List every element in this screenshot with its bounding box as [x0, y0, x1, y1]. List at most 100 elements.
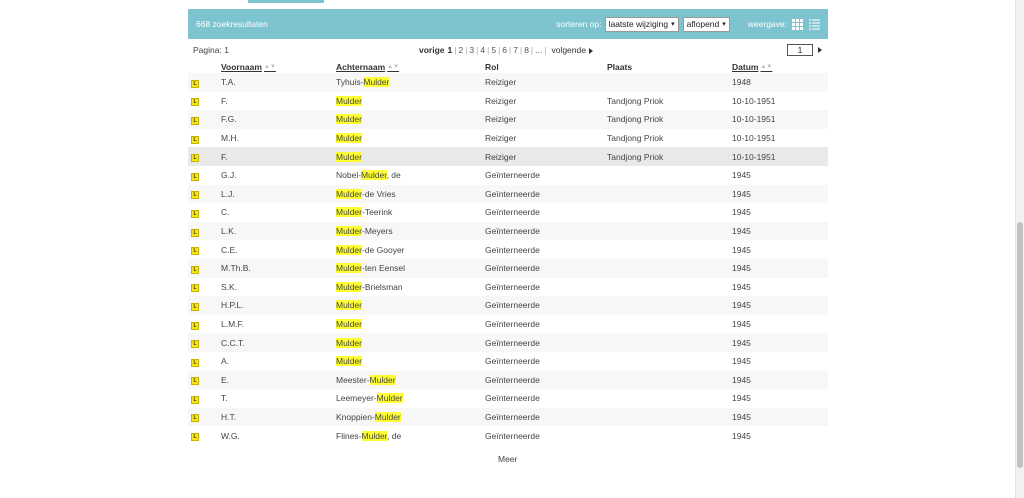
list-view-icon[interactable] [809, 18, 820, 30]
cell-achternaam[interactable]: Mulder-de Gooyer [336, 244, 405, 255]
table-row[interactable]: L F.G. Mulder Reiziger Tandjong Priok 10-10-1… [188, 110, 828, 129]
record-l-icon: L [191, 340, 199, 349]
search-highlight: Mulder [336, 226, 362, 237]
cell-achternaam[interactable]: Meester-Mulder [336, 374, 396, 385]
page-separator: | [498, 45, 501, 55]
page-link[interactable]: 7 [513, 45, 518, 55]
page-link[interactable]: 5 [491, 45, 497, 55]
more-button[interactable]: Meer [498, 454, 518, 464]
table-row[interactable]: L T. Leemeyer-Mulder Geïnterneerde 1945 [188, 389, 828, 408]
table-row[interactable]: L G.J. Nobel-Mulder, de Geïnterneerde 1945 [188, 166, 828, 185]
cell-achternaam[interactable]: Mulder [336, 151, 362, 162]
record-type-badge: L [191, 95, 199, 107]
pager-row: Pagina: 1 vorige 1 | 2 | 3 | 4 | 5 | 6 | 7 | 8 |... | vol… [188, 43, 828, 57]
table-row[interactable]: L E. Meester-Mulder Geïnterneerde 1945 [188, 370, 828, 390]
cell-rol: Geïnterneerde [485, 226, 540, 237]
cell-achternaam[interactable]: Mulder [336, 319, 362, 330]
record-type-badge: L [191, 319, 199, 330]
cell-datum: 1945 [732, 170, 751, 181]
chevron-down-icon: ▾ [671, 20, 675, 28]
table-row[interactable]: L M.H. Mulder Reiziger Tandjong Priok 10-10-1… [188, 129, 828, 148]
cell-achternaam[interactable]: Nobel-Mulder, de [336, 170, 401, 181]
cell-achternaam[interactable]: Mulder [336, 337, 362, 348]
page-link[interactable]: 1 [447, 45, 453, 55]
table-row[interactable]: L C. Mulder-Teerink Geïnterneerde 1945 [188, 203, 828, 222]
search-highlight: Mulder [363, 77, 390, 88]
cell-achternaam[interactable]: Mulder-Meyers [336, 226, 393, 237]
page-link[interactable]: 3 [469, 45, 475, 55]
cell-datum: 1945 [732, 226, 751, 237]
cell-achternaam[interactable]: Leemeyer-Mulder [336, 393, 403, 404]
cell-datum: 1945 [732, 263, 751, 274]
surname-part: Meester- [336, 374, 370, 385]
table-row[interactable]: L M.Th.B. Mulder-ten Eensel Geïnterneerde 19… [188, 258, 828, 278]
cell-achternaam[interactable]: Mulder [336, 356, 362, 367]
search-highlight: Mulder [336, 207, 362, 218]
table-row[interactable]: L T.A. Tyhuis-Mulder Reiziger 1948 [188, 73, 828, 92]
cell-voornaam: F. [221, 151, 228, 162]
cell-achternaam[interactable]: Mulder-Teerink [336, 207, 393, 218]
record-type-badge: L [191, 151, 199, 163]
page-link[interactable]: 6 [502, 45, 508, 55]
cell-achternaam[interactable]: Mulder-ten Eensel [336, 263, 405, 274]
scrollbar[interactable] [1015, 0, 1024, 498]
cell-achternaam[interactable]: Mulder-de Vries [336, 188, 396, 199]
grid-view-icon[interactable] [792, 18, 804, 30]
page-link[interactable]: 2 [458, 45, 464, 55]
search-highlight: Mulder [336, 263, 362, 274]
cell-plaats: Tandjong Priok [607, 114, 664, 125]
table-row[interactable]: L H.P.L. Mulder Geïnterneerde 1945 [188, 296, 828, 315]
cell-datum: 10-10-1951 [732, 95, 776, 106]
table-row[interactable]: L H.T. Knoppien-Mulder Geïnterneerde 1945 [188, 407, 828, 427]
record-l-icon: L [191, 209, 199, 218]
cell-achternaam[interactable]: Tyhuis-Mulder [336, 77, 390, 88]
table-row[interactable]: L A. Mulder Geïnterneerde 1945 [188, 352, 828, 371]
table-row[interactable]: L L.K. Mulder-Meyers Geïnterneerde 1945 [188, 221, 828, 241]
prev-page-link[interactable]: vorige [419, 45, 445, 55]
table-row[interactable]: L F. Mulder Reiziger Tandjong Priok 10-10-195… [188, 92, 828, 111]
page-separator: | [530, 45, 534, 55]
table-row[interactable]: L S.K. Mulder-Brielsman Geïnterneerde 1945 [188, 278, 828, 297]
cell-datum: 10-10-1951 [732, 114, 776, 125]
table-row[interactable]: L F. Mulder Reiziger Tandjong Priok 10-10-195… [188, 147, 828, 166]
cell-voornaam: L.K. [221, 226, 237, 237]
cell-achternaam[interactable]: Mulder [336, 133, 362, 144]
table-row[interactable]: L C.C.T. Mulder Geïnterneerde 1945 [188, 333, 828, 352]
sort-field-select[interactable]: laatste wijziging ▾ [604, 16, 679, 32]
cell-achternaam[interactable]: Knoppien-Mulder [336, 411, 401, 422]
go-page-icon[interactable] [818, 47, 822, 53]
cell-rol: Geïnterneerde [485, 374, 540, 385]
cell-achternaam[interactable]: Flines-Mulder, de [336, 430, 401, 441]
cell-datum: 1945 [732, 300, 751, 311]
cell-voornaam: L.M.F. [221, 319, 245, 330]
cell-achternaam[interactable]: Mulder [336, 300, 362, 311]
sort-order-select[interactable]: aflopend ▾ [682, 16, 730, 32]
cell-achternaam[interactable]: Mulder-Brielsman [336, 281, 403, 292]
col-achternaam-header[interactable]: Achternaam ▲▼ [336, 61, 400, 72]
cell-achternaam[interactable]: Mulder [336, 95, 362, 106]
surname-part: -Brielsman [361, 281, 403, 292]
page-number-input[interactable]: 1 [787, 44, 813, 56]
col-datum-header[interactable]: Datum ▲▼ [732, 61, 773, 72]
surname-part: -Teerink [361, 207, 393, 218]
page-separator: | [454, 45, 457, 55]
scrollbar-thumb[interactable] [1017, 222, 1023, 468]
page-link[interactable]: 8 [524, 45, 529, 55]
table-row[interactable]: L L.J. Mulder-de Vries Geïnterneerde 1945 [188, 184, 828, 204]
cell-rol: Geïnterneerde [485, 244, 540, 255]
table-row[interactable]: L W.G. Flines-Mulder, de Geïnterneerde 1945 [188, 426, 828, 445]
cell-achternaam[interactable]: Mulder [336, 114, 362, 125]
col-voornaam-header[interactable]: Voornaam ▲▼ [221, 61, 276, 72]
record-type-badge: L [191, 393, 199, 404]
next-page-link[interactable]: volgende [551, 45, 593, 55]
cell-datum: 1945 [732, 411, 751, 422]
table-row[interactable]: L C.E. Mulder-de Gooyer Geïnterneerde 1945 [188, 240, 828, 259]
active-tab-indicator [248, 0, 324, 3]
page-link[interactable]: 4 [480, 45, 486, 55]
page-link[interactable]: ... [535, 45, 543, 55]
record-l-icon: L [191, 116, 199, 125]
search-highlight: Mulder [336, 356, 362, 367]
surname-part: Flines- [336, 430, 362, 441]
table-row[interactable]: L L.M.F. Mulder Geïnterneerde 1945 [188, 315, 828, 334]
record-l-icon: L [191, 377, 199, 386]
